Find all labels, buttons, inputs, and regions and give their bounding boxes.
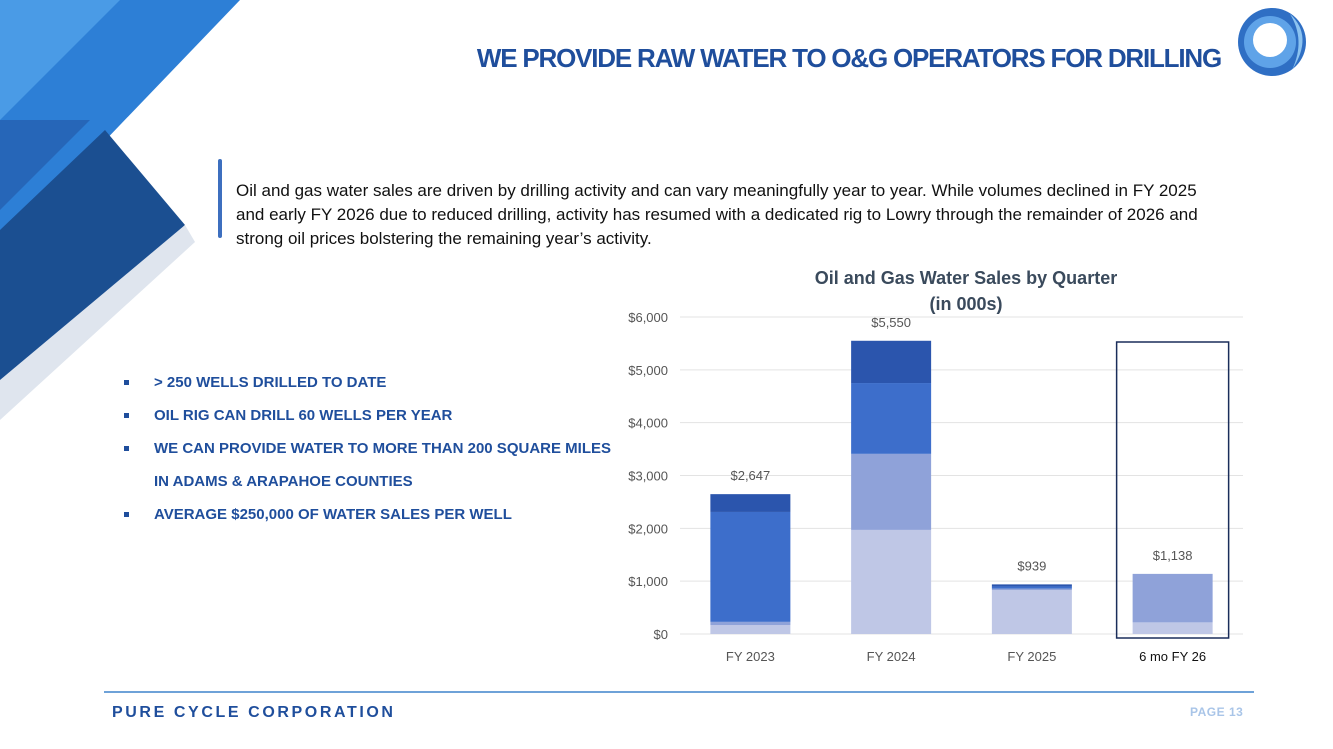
bar-segment (851, 529, 932, 634)
page-title: WE PROVIDE RAW WATER TO O&G OPERATORS FO… (476, 43, 1222, 74)
water-sales-chart: Oil and Gas Water Sales by Quarter (in 00… (628, 268, 1243, 664)
page-number: PAGE 13 (1190, 705, 1244, 719)
bullet-text: AVERAGE $250,000 OF WATER SALES PER WELL (154, 506, 512, 523)
y-tick-label: $0 (654, 627, 668, 642)
bar-segment (710, 494, 791, 512)
bullet-square-icon (124, 446, 129, 451)
x-tick-label: 6 mo FY 26 (1139, 649, 1206, 664)
bullet-square-icon (124, 380, 129, 385)
bullet-item: WE CAN PROVIDE WATER TO MORE THAN 200 SQ… (122, 432, 622, 498)
intro-accent-bar (218, 159, 222, 238)
bar-segment (1132, 622, 1213, 634)
y-tick-label: $4,000 (628, 416, 668, 431)
bullet-square-icon (124, 512, 129, 517)
bar-segment (710, 621, 791, 626)
chart-subtitle: (in 000s) (929, 294, 1002, 314)
bar-segment (991, 588, 1072, 591)
pure-cycle-logo-icon (1238, 8, 1306, 76)
footer-divider (104, 691, 1254, 693)
bar-segment (851, 453, 932, 530)
bar-segment (1132, 573, 1213, 623)
y-tick-label: $1,000 (628, 574, 668, 589)
bullet-item: AVERAGE $250,000 OF WATER SALES PER WELL (122, 498, 622, 531)
bar-segment (851, 383, 932, 454)
bullet-text: > 250 WELLS DRILLED TO DATE (154, 374, 387, 391)
total-label: $5,550 (871, 315, 911, 330)
bullet-text: WE CAN PROVIDE WATER TO MORE THAN 200 SQ… (154, 440, 611, 490)
corner-decoration (0, 0, 240, 420)
bar-segment (710, 625, 791, 634)
footer-brand: PURE CYCLE CORPORATION (112, 704, 396, 721)
bar-segment (991, 590, 1072, 634)
bullet-text: OIL RIG CAN DRILL 60 WELLS PER YEAR (154, 407, 453, 424)
bullet-list: > 250 WELLS DRILLED TO DATE OIL RIG CAN … (122, 366, 622, 531)
bar-segment (991, 584, 1072, 587)
y-tick-label: $3,000 (628, 469, 668, 484)
y-tick-label: $2,000 (628, 521, 668, 536)
intro-paragraph: Oil and gas water sales are driven by dr… (236, 181, 1198, 248)
total-label: $1,138 (1153, 548, 1193, 563)
highlight-box (1115, 341, 1230, 639)
x-tick-label: FY 2024 (867, 649, 916, 664)
chart-title: Oil and Gas Water Sales by Quarter (815, 268, 1117, 288)
bullet-item: > 250 WELLS DRILLED TO DATE (122, 366, 622, 399)
bar-segment (991, 586, 1072, 589)
x-tick-label: FY 2025 (1007, 649, 1056, 664)
bar-segment (851, 340, 932, 384)
bullet-square-icon (124, 413, 129, 418)
y-tick-label: $6,000 (628, 310, 668, 325)
bar-segment (710, 511, 791, 622)
bullet-item: OIL RIG CAN DRILL 60 WELLS PER YEAR (122, 399, 622, 432)
total-label: $2,647 (730, 468, 770, 483)
x-tick-label: FY 2023 (726, 649, 775, 664)
y-tick-label: $5,000 (628, 363, 668, 378)
total-label: $939 (1017, 558, 1046, 573)
